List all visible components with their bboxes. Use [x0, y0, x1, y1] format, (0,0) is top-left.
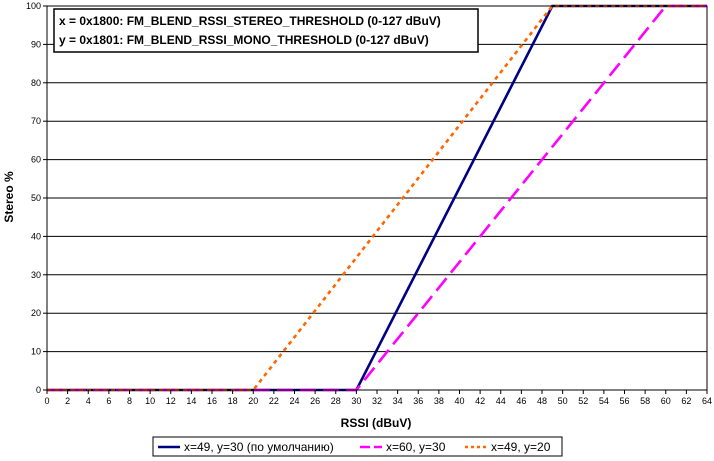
x-tick-label: 62	[681, 396, 691, 406]
legend-label-2: x=60, y=30	[386, 440, 446, 454]
x-tick-label: 44	[496, 396, 506, 406]
series-line-2	[47, 4, 707, 392]
legend-label-3: x=49, y=20	[491, 440, 551, 454]
x-tick-label: 54	[599, 396, 609, 406]
y-axis-ticks: 0 10 20 30 40 50 60 70 80 90 100	[26, 1, 47, 395]
x-tick-label: 20	[248, 396, 258, 406]
x-axis-ticks: 0 2 4 6 8 10 12 14 16 18 20 22 24 26 28 30 32 34 36 38 40 42 4…	[44, 390, 712, 406]
x-tick-label: 46	[516, 396, 526, 406]
y-tick-label: 30	[31, 270, 41, 280]
x-tick-label: 64	[702, 396, 712, 406]
x-tick-label: 58	[640, 396, 650, 406]
x-tick-label: 36	[413, 396, 423, 406]
legend-label-1: x=49, y=30 (по умолчанию)	[184, 440, 334, 454]
x-tick-label: 50	[558, 396, 568, 406]
y-tick-label: 10	[31, 347, 41, 357]
x-tick-label: 60	[661, 396, 671, 406]
x-axis-title: RSSI (dBuV)	[341, 416, 412, 430]
y-tick-label: 70	[31, 116, 41, 126]
y-tick-label: 60	[31, 155, 41, 165]
x-tick-label: 18	[228, 396, 238, 406]
y-tick-label: 0	[36, 385, 41, 395]
y-tick-label: 90	[31, 39, 41, 49]
y-tick-label: 100	[26, 1, 41, 11]
y-tick-label: 50	[31, 193, 41, 203]
annotation-line-1: x = 0x1800: FM_BLEND_RSSI_STEREO_THRESHO…	[59, 14, 441, 28]
x-tick-label: 26	[310, 396, 320, 406]
x-tick-label: 48	[537, 396, 547, 406]
annotation-box: x = 0x1800: FM_BLEND_RSSI_STEREO_THRESHO…	[53, 8, 479, 53]
x-tick-label: 22	[269, 396, 279, 406]
y-tick-label: 40	[31, 231, 41, 241]
x-tick-label: 6	[106, 396, 111, 406]
x-tick-label: 0	[44, 396, 49, 406]
x-tick-label: 32	[372, 396, 382, 406]
x-tick-label: 38	[434, 396, 444, 406]
y-axis-title: Stereo %	[2, 171, 16, 223]
x-tick-label: 2	[65, 396, 70, 406]
x-tick-label: 28	[331, 396, 341, 406]
x-tick-label: 16	[207, 396, 217, 406]
x-tick-label: 40	[454, 396, 464, 406]
legend: x=49, y=30 (по умолчанию) x=60, y=30 x=49,…	[152, 436, 563, 457]
x-tick-label: 24	[289, 396, 299, 406]
x-tick-label: 52	[578, 396, 588, 406]
gridlines	[47, 5, 707, 391]
x-tick-label: 34	[393, 396, 403, 406]
x-tick-label: 30	[351, 396, 361, 406]
x-tick-label: 10	[145, 396, 155, 406]
y-tick-label: 20	[31, 308, 41, 318]
x-tick-label: 56	[619, 396, 629, 406]
x-tick-label: 8	[127, 396, 132, 406]
x-tick-label: 42	[475, 396, 485, 406]
x-tick-label: 12	[166, 396, 176, 406]
x-tick-label: 4	[86, 396, 91, 406]
annotation-line-2: y = 0x1801: FM_BLEND_RSSI_MONO_THRESHOLD…	[59, 33, 429, 47]
x-tick-label: 14	[186, 396, 196, 406]
y-tick-label: 80	[31, 78, 41, 88]
